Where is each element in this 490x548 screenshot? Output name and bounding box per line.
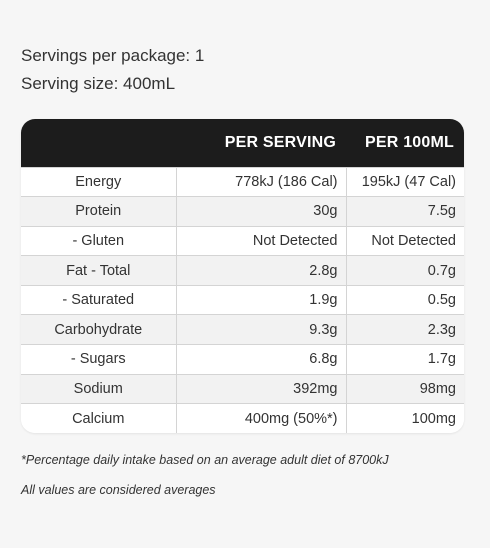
daily-intake-note: *Percentage daily intake based on an ave… <box>21 453 389 467</box>
nutrient-name: Protein <box>21 196 177 227</box>
per-serving-value: 30g <box>175 196 347 227</box>
header-per-100ml: PER 100ML <box>365 133 454 151</box>
averages-note: All values are considered averages <box>21 483 216 497</box>
per-serving-value: 400mg (50%*) <box>175 403 347 434</box>
nutrient-name: - Saturated <box>21 284 177 316</box>
per-serving-value: 1.9g <box>175 284 347 316</box>
per-100ml-value: 7.5g <box>345 196 464 227</box>
serving-info: Servings per package: 1 Serving size: 40… <box>21 42 204 98</box>
table-row: Protein 30g 7.5g <box>21 196 464 227</box>
nutrient-name: Energy <box>21 166 177 198</box>
table-row: - Saturated 1.9g 0.5g <box>21 284 464 316</box>
table-header-row: PER SERVING PER 100ML <box>21 119 464 167</box>
table-row: Energy 778kJ (186 Cal) 195kJ (47 Cal) <box>21 166 464 198</box>
per-100ml-value: 100mg <box>345 403 464 434</box>
per-serving-value: 2.8g <box>175 255 347 286</box>
table-row: Fat - Total 2.8g 0.7g <box>21 255 464 286</box>
table-row: Carbohydrate 9.3g 2.3g <box>21 314 464 346</box>
per-100ml-value: 2.3g <box>345 314 464 346</box>
nutrient-name: Sodium <box>21 373 177 405</box>
table-row: Sodium 392mg 98mg <box>21 373 464 405</box>
per-serving-value: 6.8g <box>175 344 347 375</box>
servings-per-package: Servings per package: 1 <box>21 46 205 65</box>
nutrient-name: - Sugars <box>21 344 177 375</box>
header-nutrient <box>21 119 176 167</box>
nutrient-name: Calcium <box>21 403 177 434</box>
per-serving-value: 392mg <box>175 373 347 405</box>
per-100ml-value: 195kJ (47 Cal) <box>345 166 464 198</box>
serving-size: Serving size: 400mL <box>21 74 176 93</box>
header-per-serving: PER SERVING <box>224 133 336 151</box>
nutrition-table: PER SERVING PER 100ML Energy 778kJ (186 … <box>21 119 464 434</box>
per-serving-value: Not Detected <box>175 225 347 257</box>
nutrient-name: - Gluten <box>21 225 177 257</box>
per-100ml-value: 98mg <box>345 373 464 405</box>
table-row: Calcium 400mg (50%*) 100mg <box>21 403 464 434</box>
per-100ml-value: 0.5g <box>345 284 464 316</box>
footnotes: *Percentage daily intake based on an ave… <box>21 452 471 498</box>
table-row: - Gluten Not Detected Not Detected <box>21 225 464 257</box>
nutrient-name: Fat - Total <box>21 255 177 286</box>
per-serving-value: 778kJ (186 Cal) <box>175 166 347 198</box>
nutrient-name: Carbohydrate <box>21 314 177 346</box>
table-row: - Sugars 6.8g 1.7g <box>21 344 464 375</box>
per-serving-value: 9.3g <box>175 314 347 346</box>
per-100ml-value: 0.7g <box>345 255 464 286</box>
per-100ml-value: Not Detected <box>345 225 464 257</box>
per-100ml-value: 1.7g <box>345 344 464 375</box>
nutrition-table-card: PER SERVING PER 100ML Energy 778kJ (186 … <box>21 119 464 434</box>
